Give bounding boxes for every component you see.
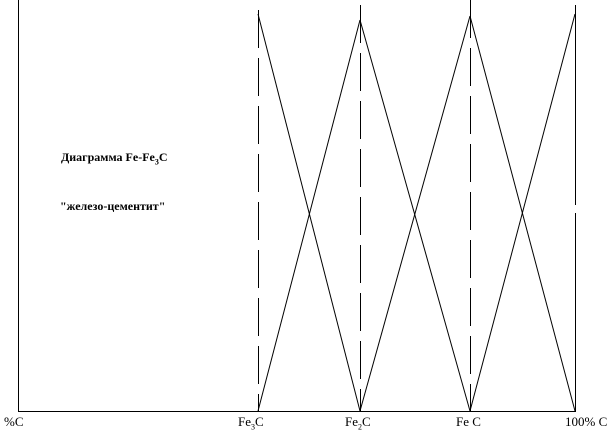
phase-line	[257, 19, 361, 412]
axis-label-100c: 100% C	[565, 414, 608, 429]
axis-label-percent-c: %C	[4, 414, 24, 429]
diagram-title: Диаграмма Fe-Fe3C	[61, 150, 168, 167]
axis-label-fec: Fe C	[456, 414, 481, 429]
axis-label-fe2c: Fe2C	[345, 414, 371, 432]
diagram-subtitle: "железо-цементит"	[60, 199, 166, 213]
phase-line	[359, 15, 471, 412]
phase-line	[469, 13, 576, 412]
axis-label-fe3c: Fe3C	[238, 414, 264, 432]
phase-line	[359, 19, 471, 412]
phase-line	[257, 13, 361, 412]
